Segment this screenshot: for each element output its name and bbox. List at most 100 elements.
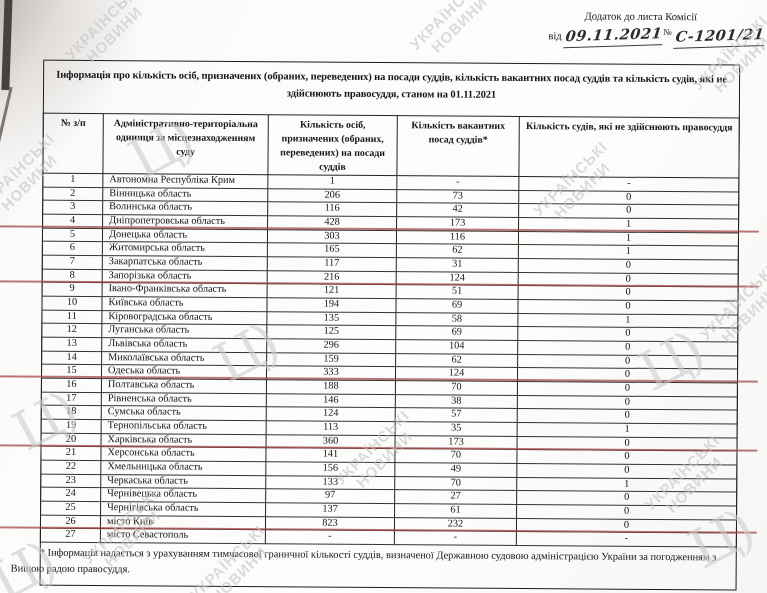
row-number: 27: [40, 528, 101, 543]
cell-vacant: 61: [394, 503, 517, 519]
row-number: 14: [41, 350, 102, 365]
cell-appointed: 97: [265, 489, 395, 504]
cell-appointed: 117: [267, 256, 397, 272]
cell-territorial-unit: Одеська область: [101, 364, 267, 380]
judges-table: № з/п Адміністративно-територіальна один…: [40, 113, 740, 548]
row-number: 1: [42, 173, 103, 188]
header-appointed-count: Кількість осіб, призначених (обраних, пе…: [267, 114, 398, 176]
cell-appointed: 194: [266, 297, 397, 313]
cell-appointed: 428: [267, 215, 397, 231]
row-number: 17: [41, 391, 102, 407]
cell-appointed: 133: [265, 475, 395, 491]
cell-vacant: 69: [395, 326, 518, 341]
cell-territorial-unit: Харківська область: [101, 433, 267, 449]
cell-territorial-unit: Луганська область: [101, 323, 267, 339]
annotation-reference: від 09.11.2021№ С-1201/21: [548, 24, 767, 49]
header-territorial-unit: Адміністративно-територіальна одиниця за…: [102, 113, 269, 175]
cell-appointed: 1: [267, 174, 397, 190]
cell-appointed: 124: [266, 407, 396, 422]
row-number: 5: [42, 227, 103, 242]
cell-appointed: -: [265, 530, 395, 545]
table-header-row: № з/п Адміністративно-територіальна один…: [42, 113, 740, 179]
cell-territorial-unit: Дніпропетровська область: [102, 214, 268, 230]
cell-appointed: 137: [265, 502, 395, 518]
cell-vacant: 38: [395, 394, 518, 409]
row-number: 4: [42, 214, 103, 229]
cell-appointed: 159: [266, 352, 396, 368]
row-number: 2: [42, 186, 103, 201]
cell-territorial-unit: Чернігівська область: [100, 501, 266, 517]
row-number: 7: [42, 255, 103, 270]
document-frame: Інформація про кількість осіб, призначен…: [11, 59, 741, 591]
row-number: 22: [40, 460, 101, 475]
cell-territorial-unit: Сумська область: [101, 406, 267, 421]
table-body: 1 Автономна Республіка Крим 1- -2 Вінницька …: [40, 173, 739, 548]
cell-vacant: 173: [395, 435, 518, 450]
cell-vacant: 124: [395, 367, 518, 382]
cell-territorial-unit: місто Севастополь: [100, 529, 266, 544]
cell-appointed: 296: [266, 338, 396, 354]
cell-territorial-unit: Київська область: [101, 296, 268, 312]
cell-vacant: 42: [396, 202, 519, 218]
cell-vacant: 31: [396, 257, 519, 273]
cell-appointed: 303: [267, 229, 397, 245]
row-number: 9: [42, 282, 103, 297]
cell-appointed: 823: [265, 516, 395, 532]
handwritten-number: С-1201/21: [673, 25, 767, 49]
header-vacant-count: Кількість вакантних посад суддів*: [396, 115, 520, 177]
cell-appointed: 206: [267, 188, 397, 203]
row-number: 10: [41, 296, 103, 311]
annotation-prefix: від: [548, 30, 562, 43]
row-number: 11: [41, 309, 102, 324]
cell-vacant: 49: [394, 462, 517, 478]
cell-appointed: 146: [266, 393, 396, 409]
cell-appointed: 141: [265, 448, 396, 463]
cell-territorial-unit: Кіровоградська область: [101, 310, 267, 326]
cell-territorial-unit: Донецька область: [102, 228, 268, 244]
cell-appointed: 116: [267, 202, 397, 217]
cell-territorial-unit: Черкаська область: [100, 474, 266, 490]
row-number: 8: [42, 268, 103, 283]
cell-vacant: 27: [394, 490, 517, 505]
cell-territorial-unit: Рівненська область: [101, 392, 267, 408]
cell-territorial-unit: Автономна Республіка Крим: [102, 173, 268, 189]
cell-vacant: 70: [394, 476, 517, 491]
cell-vacant: 124: [396, 271, 519, 286]
cell-appointed: 165: [267, 243, 397, 258]
row-number: 19: [41, 419, 102, 434]
row-number: 16: [41, 378, 102, 393]
cell-vacant: 35: [395, 421, 518, 437]
annotation-text: Додаток до листа Комісії: [584, 11, 698, 24]
cell-vacant: -: [396, 175, 519, 191]
header-row-number: № з/п: [42, 113, 104, 174]
cell-territorial-unit: Львівська область: [101, 337, 267, 353]
row-number: 24: [40, 487, 101, 502]
cell-vacant: 232: [394, 517, 517, 532]
row-number: 25: [40, 501, 101, 516]
cell-vacant: 57: [395, 408, 518, 423]
cell-appointed: 333: [266, 366, 396, 381]
cell-vacant: 51: [396, 285, 519, 300]
cell-territorial-unit: Волинська область: [102, 200, 268, 216]
row-number: 15: [41, 364, 102, 379]
header-not-administering: Кількість судів, які не здійснюють право…: [518, 116, 740, 179]
cell-territorial-unit: Тернопільська область: [101, 419, 267, 435]
cell-not-administering: -: [516, 531, 737, 548]
cell-appointed: 156: [265, 461, 395, 477]
cell-vacant: 70: [395, 380, 518, 396]
row-number: 6: [42, 241, 103, 256]
cell-appointed: 135: [266, 311, 396, 327]
scan-corner-shade: [0, 0, 150, 170]
cell-territorial-unit: Закарпатська область: [102, 255, 268, 271]
cell-vacant: -: [394, 531, 517, 546]
cell-vacant: 62: [395, 353, 518, 368]
cell-vacant: 69: [395, 298, 519, 314]
row-number: 20: [41, 432, 102, 448]
cell-territorial-unit: Вінницька область: [102, 187, 268, 203]
cell-vacant: 73: [396, 189, 519, 204]
row-number: 23: [40, 473, 101, 489]
cell-territorial-unit: Житомирська область: [102, 241, 268, 257]
cell-vacant: 70: [394, 449, 517, 464]
